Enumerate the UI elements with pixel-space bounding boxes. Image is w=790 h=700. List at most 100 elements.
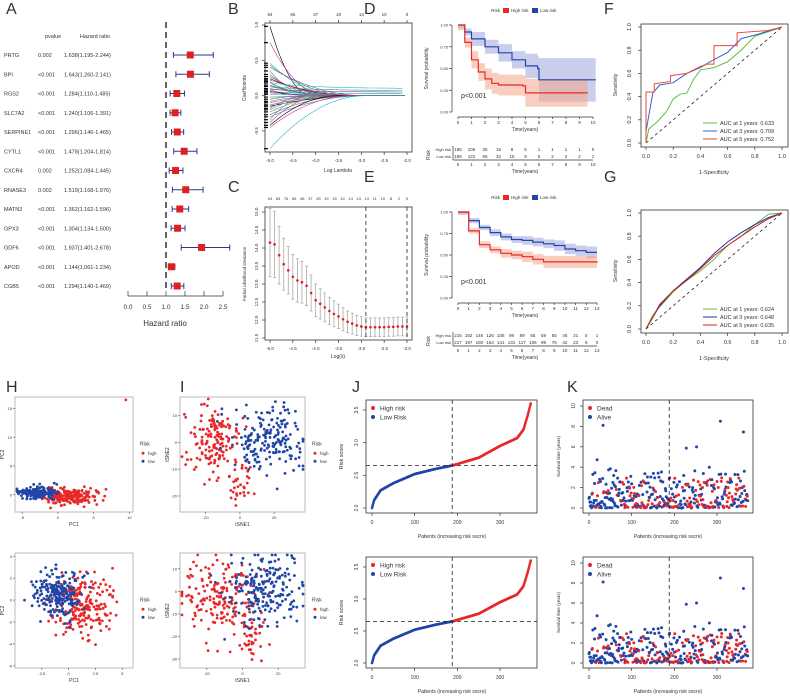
risk-table-label: Risk [426, 336, 432, 346]
point-high [64, 495, 67, 498]
point-low [292, 557, 296, 561]
coefficient-path [269, 42, 405, 96]
alive-point [653, 653, 657, 657]
dead-point [726, 641, 730, 645]
risk-table-tick-label: 12 [584, 348, 590, 353]
point-low [275, 487, 279, 491]
alive-point [621, 646, 625, 650]
alive-point [721, 652, 725, 656]
point-low [280, 439, 284, 443]
point-high [240, 466, 244, 470]
alive-point [736, 628, 740, 632]
alive-point [715, 500, 719, 504]
alive-point [696, 660, 700, 664]
x-axis-label: Patients (increasing risk socre) [418, 534, 487, 540]
dead-point [650, 657, 654, 661]
risk-table-tick-label: 3 [497, 162, 500, 167]
y-tick-label: 0.0 [254, 92, 259, 99]
point-high [208, 449, 211, 453]
top-tick-label: 11 [373, 196, 378, 201]
point-high [234, 504, 238, 507]
alive-point [740, 647, 744, 651]
legend-high-label: high [148, 607, 157, 612]
point-low [63, 613, 67, 617]
dead-point [590, 646, 594, 650]
mean-point [277, 253, 281, 257]
point-high [203, 598, 206, 602]
alive-point [713, 505, 717, 509]
top-tick-label: 10 [381, 196, 386, 201]
point-high [216, 440, 220, 444]
point-high [59, 486, 62, 490]
x-tick-label: 4 [500, 306, 503, 311]
point-low [262, 427, 266, 431]
dead-point [614, 643, 618, 647]
dead-point [700, 641, 704, 645]
point-high [215, 616, 219, 620]
y-tick-label: 4 [571, 466, 577, 469]
y-tick-label: 1.0 [627, 23, 633, 31]
point-high [98, 622, 102, 626]
point-low [246, 581, 250, 584]
alive-point [616, 505, 620, 509]
y-tick-label: 0.5 [254, 57, 259, 64]
point-high [229, 496, 233, 500]
point-low [286, 593, 289, 597]
point-high [99, 582, 102, 586]
dead-point [701, 498, 705, 502]
dead-point [716, 485, 720, 489]
point-high [221, 437, 225, 441]
point-high [203, 589, 207, 593]
at-risk-high: 106 [497, 333, 505, 338]
point-high [79, 582, 82, 586]
point-low [25, 497, 29, 501]
point-high [224, 580, 227, 584]
top-tick-label: 94 [268, 196, 273, 201]
point-low [301, 439, 305, 443]
point-low [260, 587, 264, 590]
point-high [231, 490, 235, 494]
risk-table-tick-label: 8 [542, 348, 545, 353]
x-tick-label: 300 [496, 520, 505, 526]
point-low [269, 560, 273, 564]
point-low [264, 457, 268, 461]
point-low [255, 599, 259, 603]
point-high [103, 494, 107, 498]
legend-high-dot [371, 563, 375, 567]
alive-point [616, 632, 620, 636]
dead-point [720, 632, 724, 636]
point-high [99, 629, 103, 633]
point-low [263, 580, 267, 583]
point-low [49, 594, 52, 598]
point-high [226, 563, 230, 567]
point-low [289, 607, 293, 611]
point-high [184, 415, 188, 419]
point-low [258, 624, 262, 627]
point-low [288, 578, 292, 582]
alive-point [661, 636, 665, 640]
legend-low-label: Low risk [540, 8, 557, 13]
point-high [218, 602, 221, 605]
hr-point [186, 51, 194, 59]
dead-point [742, 640, 746, 644]
dead-point [654, 490, 658, 494]
point-low [244, 459, 248, 463]
point-low [32, 594, 35, 598]
point-low [274, 447, 278, 451]
point-low [277, 439, 281, 442]
legend-low-dot [313, 459, 317, 463]
point-low [268, 591, 272, 594]
point-low [282, 405, 286, 409]
y-tick-label: 2 [571, 641, 577, 644]
y-tick-label: 8 [571, 425, 577, 428]
point-low [275, 625, 279, 628]
alive-point [715, 496, 719, 500]
point-low [274, 568, 278, 571]
legend-title: Risk [140, 597, 150, 603]
point-high [74, 614, 78, 618]
y-tick-label: 13.0 [254, 279, 259, 288]
dead-point [700, 486, 704, 490]
dead-point [625, 632, 629, 636]
coefficient-path [269, 26, 405, 96]
point-high [205, 441, 209, 445]
